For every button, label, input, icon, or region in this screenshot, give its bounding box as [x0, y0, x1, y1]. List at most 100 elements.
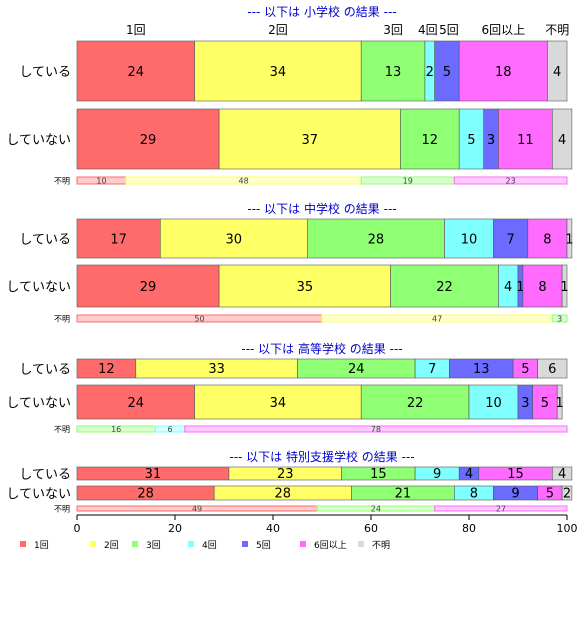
- data-label: 27: [496, 505, 506, 514]
- data-label: 4: [504, 280, 512, 295]
- bar-segment: [493, 218, 529, 259]
- data-label: 29: [140, 133, 157, 148]
- data-label: 8: [538, 280, 546, 295]
- row-label: している: [19, 65, 71, 80]
- data-label: 4: [465, 467, 473, 482]
- data-label: 22: [436, 280, 453, 295]
- top-category-label: 1回: [126, 23, 146, 37]
- bar-segment: [498, 108, 553, 170]
- bar-segment: [551, 314, 568, 323]
- top-category-label: 2回: [268, 23, 288, 37]
- top-category-label: 3回: [383, 23, 403, 37]
- bar-segment: [537, 358, 568, 379]
- x-tick-label: 0: [74, 522, 81, 535]
- data-label: 13: [385, 65, 402, 80]
- data-label: 34: [270, 396, 287, 411]
- data-label: 28: [137, 487, 154, 502]
- bar-segment: [76, 384, 195, 420]
- bar-segment: [76, 108, 220, 170]
- data-label: 47: [432, 315, 442, 324]
- legend-label: 5回: [256, 540, 271, 551]
- top-category-label: 5回: [439, 23, 459, 37]
- data-label: 24: [348, 362, 365, 377]
- data-label: 28: [275, 487, 292, 502]
- row-label: していない: [6, 487, 71, 502]
- data-label: 6: [548, 362, 556, 377]
- data-label: 24: [128, 396, 145, 411]
- data-label: 1: [560, 280, 568, 295]
- data-label: 10: [96, 177, 106, 186]
- top-category-label: 6回以上: [481, 23, 525, 37]
- data-label: 5: [443, 65, 451, 80]
- legend-swatch: [358, 541, 364, 547]
- data-label: 24: [128, 65, 145, 80]
- data-label: 6: [168, 425, 173, 434]
- data-label: 3: [487, 133, 495, 148]
- row-label: 不明: [54, 315, 70, 324]
- data-label: 50: [194, 315, 204, 324]
- legend-swatch: [300, 541, 306, 547]
- data-label: 3: [557, 315, 562, 324]
- data-label: 4: [558, 133, 566, 148]
- bar-segment: [76, 218, 161, 259]
- legend-label: 2回: [104, 540, 119, 551]
- data-label: 12: [422, 133, 439, 148]
- data-label: 19: [403, 177, 413, 186]
- bar-segment: [458, 108, 485, 170]
- legend-swatch: [188, 541, 194, 547]
- data-label: 23: [277, 467, 294, 482]
- x-tick-label: 60: [364, 522, 378, 535]
- bar-segment: [360, 40, 426, 102]
- x-tick-label: 80: [462, 522, 476, 535]
- bar-segment: [453, 176, 568, 185]
- legend-label: 1回: [34, 540, 49, 551]
- data-label: 24: [371, 505, 381, 514]
- bar-segment: [561, 485, 573, 501]
- panel-title: --- 以下は 小学校 の結果 ---: [247, 4, 396, 19]
- data-label: 5: [521, 362, 529, 377]
- legend-swatch: [90, 541, 96, 547]
- bar-segment: [551, 108, 573, 170]
- bar-segment: [194, 40, 362, 102]
- data-label: 5: [541, 396, 549, 411]
- bar-segment: [434, 505, 568, 512]
- panel-title: --- 以下は 高等学校 の結果 ---: [241, 341, 402, 356]
- row-label: していない: [6, 133, 71, 148]
- bar-segment: [400, 108, 460, 170]
- data-label: 17: [110, 233, 127, 248]
- data-label: 12: [98, 362, 115, 377]
- data-label: 11: [517, 133, 534, 148]
- bar-segment: [556, 384, 563, 420]
- data-label: 37: [301, 133, 318, 148]
- data-label: 78: [371, 425, 381, 434]
- row-label: している: [19, 468, 71, 483]
- row-label: していない: [6, 396, 71, 411]
- data-label: 18: [495, 65, 512, 80]
- data-label: 7: [428, 362, 436, 377]
- bar-segment: [532, 384, 558, 420]
- legend-label: 不明: [372, 540, 390, 551]
- row-label: 不明: [54, 425, 70, 434]
- data-label: 10: [461, 233, 478, 248]
- bar-segment: [218, 264, 391, 308]
- bar-segment: [458, 40, 548, 102]
- data-label: 1: [556, 396, 564, 411]
- bar-segment: [160, 218, 308, 259]
- bar-segment: [547, 40, 568, 102]
- top-category-label: 不明: [545, 23, 569, 37]
- bar-segment: [551, 466, 573, 481]
- row-label: している: [19, 363, 71, 378]
- data-label: 2: [563, 487, 571, 502]
- data-label: 34: [270, 65, 287, 80]
- data-label: 8: [543, 233, 551, 248]
- data-label: 30: [226, 233, 243, 248]
- bar-segment: [184, 425, 568, 433]
- x-tick-label: 20: [168, 522, 182, 535]
- data-label: 8: [470, 487, 478, 502]
- data-label: 22: [407, 396, 424, 411]
- bar-segment: [566, 218, 573, 259]
- panel-title: --- 以下は 中学校 の結果 ---: [247, 201, 396, 216]
- data-label: 29: [140, 280, 157, 295]
- legend-label: 4回: [202, 540, 217, 551]
